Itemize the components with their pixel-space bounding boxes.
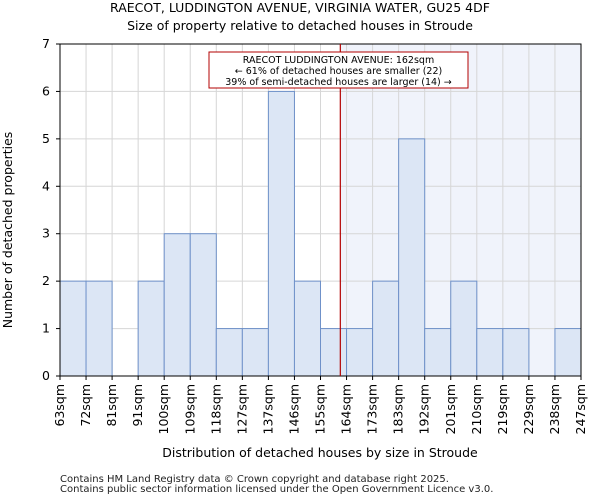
histogram-bar: [346, 328, 374, 377]
x-tick-label: 81sqm: [104, 384, 119, 427]
y-tick-label: 5: [42, 131, 50, 146]
y-tick-label: 3: [42, 226, 50, 241]
x-tick-label: 238sqm: [547, 384, 562, 434]
chart-subtitle: Size of property relative to detached ho…: [127, 18, 473, 33]
y-tick-label: 2: [42, 273, 50, 288]
histogram-bar: [267, 90, 295, 377]
x-tick-label: 91sqm: [130, 384, 145, 427]
x-tick-label: 247sqm: [573, 384, 588, 434]
histogram-bar: [293, 280, 322, 377]
annotation-text-1: RAECOT LUDDINGTON AVENUE: 162sqm: [243, 55, 434, 66]
histogram-bar: [554, 328, 582, 377]
y-tick-label: 7: [42, 36, 50, 51]
x-tick-label: 127sqm: [234, 384, 249, 434]
annotation-box: [208, 51, 469, 89]
histogram-bar: [476, 328, 504, 377]
x-tick-label: 201sqm: [443, 384, 458, 434]
x-tick-label: 229sqm: [521, 384, 536, 434]
histogram-bar: [137, 280, 165, 377]
x-tick-label: 219sqm: [495, 384, 510, 434]
y-tick-label: 6: [42, 83, 50, 98]
histogram-bar: [215, 328, 243, 377]
histogram-bar: [502, 328, 530, 377]
x-axis-label: Distribution of detached houses by size …: [162, 445, 478, 460]
histogram-bar: [372, 280, 400, 377]
footer-line-1: Contains HM Land Registry data © Crown c…: [60, 474, 449, 485]
y-tick-label: 1: [42, 321, 50, 336]
annotation-text-3: 39% of semi-detached houses are larger (…: [225, 77, 452, 88]
x-tick-label: 164sqm: [339, 384, 354, 434]
x-tick-label: 155sqm: [313, 384, 328, 434]
x-tick-label: 146sqm: [286, 384, 301, 434]
y-tick-label: 4: [42, 178, 50, 193]
x-tick-label: 109sqm: [182, 384, 197, 434]
x-tick-label: 192sqm: [417, 384, 432, 434]
x-tick-label: 137sqm: [260, 384, 275, 434]
histogram-bar: [85, 280, 113, 377]
histogram-bar: [424, 328, 452, 377]
histogram-bar: [450, 280, 478, 377]
x-tick-label: 118sqm: [208, 384, 223, 434]
histogram-bar: [241, 328, 269, 377]
annotation-text-2: ← 61% of detached houses are smaller (22…: [235, 66, 442, 77]
x-tick-label: 100sqm: [156, 384, 171, 434]
x-tick-label: 72sqm: [78, 384, 93, 427]
x-tick-label: 63sqm: [52, 384, 67, 427]
histogram-bar: [59, 280, 87, 377]
x-tick-label: 210sqm: [469, 384, 484, 434]
x-tick-label: 183sqm: [391, 384, 406, 434]
histogram-chart: 0 1 2 3 4 5 6 7 63sqm 72sqm 81sqm 91sqm 100sqm 109sq…: [0, 36, 588, 460]
y-tick-label: 0: [42, 368, 50, 383]
y-axis-label: Number of detached properties: [0, 132, 15, 329]
chart-title: RAECOT, LUDDINGTON AVENUE, VIRGINIA WATE…: [110, 0, 490, 15]
histogram-bar: [320, 328, 348, 377]
histogram-bar: [189, 233, 217, 377]
histogram-bar: [398, 138, 426, 377]
footer-line-2: Contains public sector information licen…: [60, 484, 494, 495]
x-tick-label: 173sqm: [365, 384, 380, 434]
histogram-bar: [163, 233, 191, 377]
